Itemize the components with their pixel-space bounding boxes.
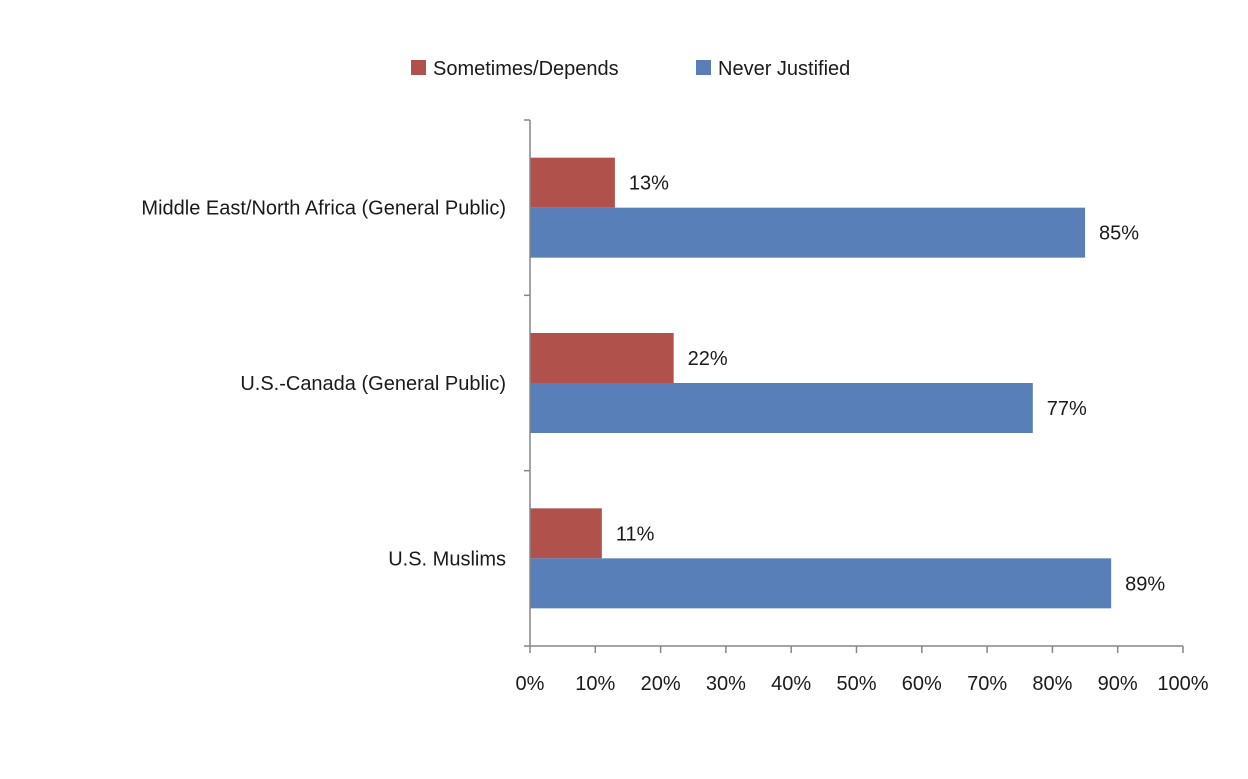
- bar-never-justified-2: [530, 383, 1033, 433]
- bar-never-justified-1: [530, 207, 1086, 258]
- legend-swatch-never-justified: [696, 60, 711, 75]
- x-tick-label: 90%: [1098, 673, 1138, 695]
- x-tick-label: 60%: [902, 673, 942, 695]
- value-label-sometimes-depends-3: 11%: [616, 523, 655, 545]
- value-label-never-justified-1: 85%: [1099, 223, 1139, 245]
- legend-label-never-justified: Never Justified: [718, 58, 850, 80]
- legend-swatch-sometimes-depends: [411, 60, 426, 75]
- bar-sometimes-depends-3: [530, 508, 602, 559]
- value-labels: 13% 85% 22% 77% 11% 89%: [616, 173, 1166, 596]
- category-labels: Middle East/North Africa (General Public…: [141, 198, 506, 571]
- value-label-sometimes-depends-2: 22%: [688, 348, 728, 370]
- legend-item-sometimes-depends: Sometimes/Depends: [411, 58, 619, 80]
- value-label-sometimes-depends-1: 13%: [629, 173, 669, 195]
- category-label: U.S. Muslims: [388, 548, 506, 570]
- x-tick-label: 100%: [1157, 673, 1208, 695]
- axes: [524, 119, 1184, 653]
- x-tick-label: 50%: [836, 673, 876, 695]
- category-label: Middle East/North Africa (General Public…: [141, 198, 506, 220]
- value-label-never-justified-2: 77%: [1047, 398, 1087, 420]
- legend: Sometimes/Depends Never Justified: [411, 58, 850, 80]
- legend-label-sometimes-depends: Sometimes/Depends: [433, 58, 619, 80]
- x-tick-label: 0%: [516, 673, 545, 695]
- x-tick-label: 30%: [706, 673, 746, 695]
- x-tick-label: 40%: [771, 673, 811, 695]
- legend-item-never-justified: Never Justified: [696, 58, 850, 80]
- bars: [530, 157, 1112, 609]
- x-tick-label: 10%: [575, 673, 615, 695]
- bar-sometimes-depends-2: [530, 333, 674, 383]
- x-tick-label: 80%: [1032, 673, 1072, 695]
- category-label: U.S.-Canada (General Public): [240, 373, 506, 395]
- value-label-never-justified-3: 89%: [1125, 573, 1165, 595]
- tick-labels: 0% 10% 20% 30% 40% 50% 60% 70% 80% 90% 100%: [516, 673, 1209, 695]
- bar-sometimes-depends-1: [530, 157, 615, 208]
- bar-never-justified-3: [530, 558, 1112, 609]
- x-tick-label: 20%: [641, 673, 681, 695]
- x-tick-label: 70%: [967, 673, 1007, 695]
